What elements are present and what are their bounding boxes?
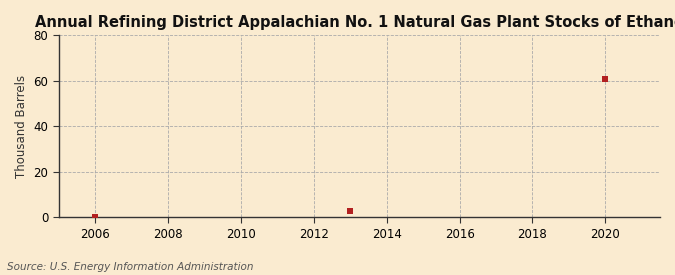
Point (600, 76, 611, 81)
Y-axis label: Thousand Barrels: Thousand Barrels (15, 75, 28, 178)
Title: Annual Refining District Appalachian No. 1 Natural Gas Plant Stocks of Ethane: Annual Refining District Appalachian No.… (35, 15, 675, 30)
Point (90, 215, 101, 219)
Point (345, 208, 356, 213)
Text: Source: U.S. Energy Information Administration: Source: U.S. Energy Information Administ… (7, 262, 253, 272)
